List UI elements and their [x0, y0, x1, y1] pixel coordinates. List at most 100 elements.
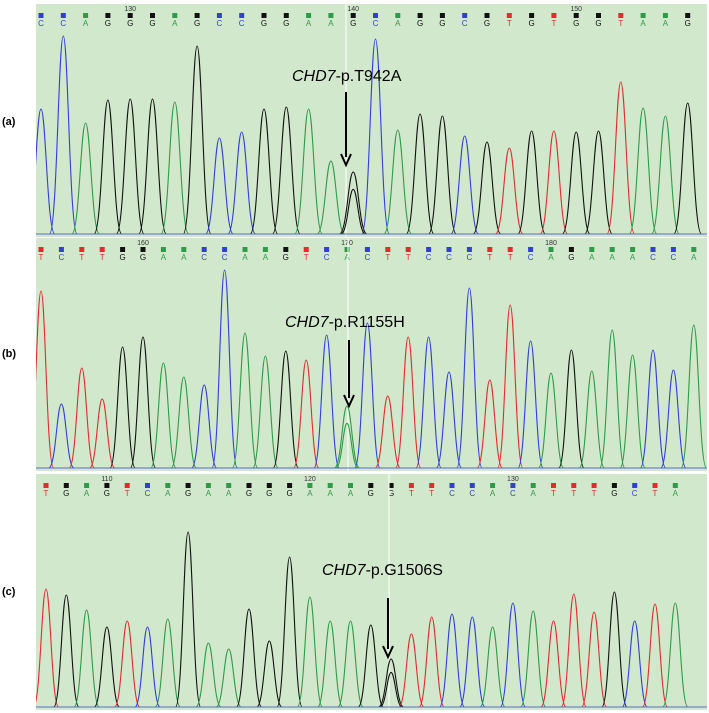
chromatogram-panel-a: 130 140 150 C C A G G G A G C C G G A A G C A G G C G T G T G G T A A G … [36, 4, 707, 237]
trace-svg-a: 130 140 150 C C A G G G A G C C G G A A G C A G G C G T G T G G T A A G [36, 4, 707, 237]
base-call-letter: G [417, 19, 423, 28]
trace-peak [558, 349, 585, 469]
base-call-marker [449, 483, 455, 488]
base-call-marker [344, 247, 350, 252]
chromatogram-panel-c: 110 120 130 T G A G T C A G A A G G G A A A G G T T C C A C A T T T G C T… [36, 474, 707, 710]
trace-peak [150, 362, 177, 469]
base-call-letter: G [611, 489, 617, 498]
base-call-marker [38, 13, 44, 18]
trace-peak [271, 106, 301, 235]
trace-peak [517, 130, 546, 235]
trace-peak [415, 336, 442, 469]
trace-peak [639, 349, 667, 469]
base-call-letter: C [650, 253, 656, 262]
trace-peak [418, 616, 445, 708]
base-call-marker [185, 483, 191, 488]
base-call-letter: G [266, 489, 272, 498]
base-call-letter: A [673, 489, 679, 498]
base-call-marker [426, 247, 432, 252]
panel-a-label: (a) [2, 116, 16, 128]
base-call-letter: C [462, 19, 468, 28]
trace-peak [36, 108, 56, 235]
trace-svg-b: 160 170 180 T C T T G G A A C C A A G T C A C T T C C C T T C A G A A A C… [36, 238, 707, 471]
base-call-marker [429, 483, 435, 488]
base-call-marker [510, 483, 516, 488]
base-call-marker [283, 13, 289, 18]
heterozygous-peak [379, 671, 403, 708]
position-tick: 160 [137, 240, 149, 247]
trace-peak [357, 624, 384, 708]
base-call-marker [507, 247, 513, 252]
trace-peak [606, 81, 636, 235]
trace-peak [651, 115, 680, 235]
base-call-letter: A [344, 253, 350, 262]
base-call-letter: C [324, 253, 330, 262]
trace-peak [89, 398, 116, 469]
base-call-letter: A [630, 253, 636, 262]
trace-peak [497, 304, 524, 469]
base-call-letter: A [84, 489, 90, 498]
base-call-letter: C [469, 489, 475, 498]
base-call-marker [205, 483, 211, 488]
base-call-letter: C [426, 253, 432, 262]
trace-peak [154, 618, 181, 708]
base-call-letter: A [640, 19, 646, 28]
trace-peak [138, 98, 167, 235]
base-call-marker [262, 247, 268, 252]
base-call-marker [672, 483, 678, 488]
trace-peak [160, 101, 190, 235]
trace-peak [205, 137, 234, 235]
base-call-marker [487, 247, 493, 252]
mutation-label-b: CHD7-p.R1155H [285, 314, 405, 332]
trace-peak [317, 620, 344, 708]
base-call-marker [548, 247, 554, 252]
trace-peak [405, 113, 435, 235]
base-call-marker [104, 483, 110, 488]
base-call-marker [124, 483, 130, 488]
base-call-letter: G [573, 19, 579, 28]
trace-peak [53, 594, 80, 708]
base-call-letter: G [388, 489, 394, 498]
trace-peak [578, 370, 605, 469]
gene-name-c: CHD7 [322, 562, 366, 579]
trace-peak [435, 371, 463, 469]
trace-peak [383, 129, 413, 235]
base-call-letter: T [409, 489, 414, 498]
trace-peak [93, 99, 123, 235]
base-call-marker [216, 13, 222, 18]
base-call-letter: A [307, 489, 313, 498]
trace-peak [129, 336, 157, 469]
base-call-letter: C [38, 19, 44, 28]
base-call-marker [306, 13, 312, 18]
base-call-marker [571, 483, 577, 488]
trace-peak [215, 648, 242, 708]
base-call-letter: A [610, 253, 616, 262]
base-call-letter: G [528, 19, 534, 28]
trace-peak [560, 593, 587, 708]
base-call-letter: A [306, 19, 312, 28]
base-call-letter: C [201, 253, 207, 262]
base-call-marker [348, 483, 353, 488]
variant-c: -p.G1506S [365, 562, 443, 579]
trace-peak [680, 324, 707, 469]
base-call-marker [287, 483, 293, 488]
trace-peak [114, 620, 141, 708]
position-tick: 150 [570, 6, 582, 13]
trace-peak [621, 620, 648, 708]
base-call-marker [630, 247, 636, 252]
trace-peak [599, 329, 626, 469]
base-call-letter: T [653, 489, 658, 498]
base-call-marker [172, 13, 178, 18]
base-call-marker [99, 247, 105, 252]
base-call-letter: C [60, 19, 66, 28]
base-call-marker [589, 247, 595, 252]
trace-peak [252, 355, 279, 469]
trace-peak [361, 38, 390, 235]
base-call-letter: A [165, 489, 171, 498]
base-call-letter: G [194, 19, 200, 28]
base-call-letter: C [528, 253, 534, 262]
trace-peak [540, 620, 567, 708]
base-call-letter: T [429, 489, 434, 498]
gene-name-a: CHD7 [292, 68, 336, 85]
base-call-letter: G [104, 489, 110, 498]
